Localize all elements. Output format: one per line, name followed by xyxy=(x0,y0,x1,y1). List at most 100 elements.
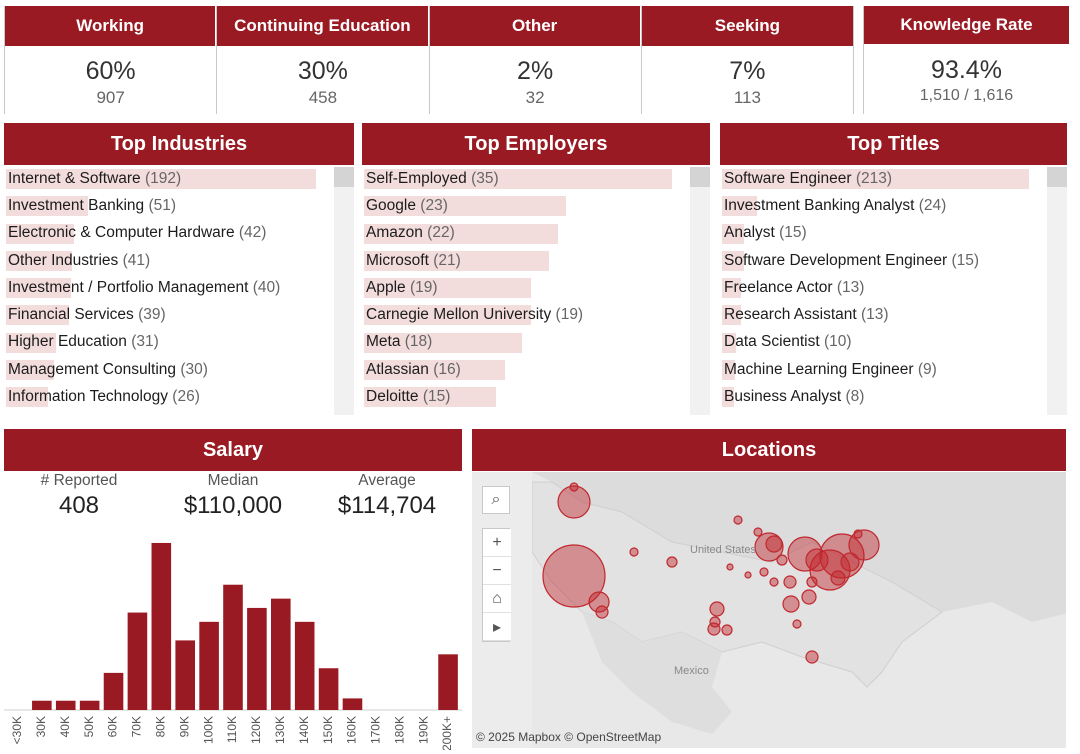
histogram-bar[interactable] xyxy=(79,700,100,710)
list-item[interactable]: Meta (18) xyxy=(362,329,710,356)
location-bubble[interactable] xyxy=(805,650,819,664)
list-item[interactable]: Software Engineer (213) xyxy=(720,165,1067,192)
list-item[interactable]: Atlassian (16) xyxy=(362,356,710,383)
map-bubbles xyxy=(542,482,880,664)
list-item[interactable]: Business Analyst (8) xyxy=(720,383,1067,410)
list-item[interactable]: Google (23) xyxy=(362,192,710,219)
list-item[interactable]: Investment / Portfolio Management (40) xyxy=(4,274,354,301)
list-item[interactable]: Apple (19) xyxy=(362,274,710,301)
histogram-bar[interactable] xyxy=(247,607,267,710)
location-bubble[interactable] xyxy=(709,601,725,617)
histogram-bar[interactable] xyxy=(103,672,124,710)
list-item[interactable]: Financial Services (39) xyxy=(4,301,354,328)
map-base xyxy=(472,472,1066,748)
locations-map[interactable]: United States Mexico ⌕ + − ⌂ ▸ © 2025 Ma… xyxy=(472,472,1066,748)
location-bubble[interactable] xyxy=(557,485,591,519)
scroll-thumb[interactable] xyxy=(1047,167,1067,187)
location-bubble[interactable] xyxy=(569,482,579,492)
list-item-name: Amazon xyxy=(366,224,428,242)
histogram-bar[interactable] xyxy=(151,542,172,710)
location-bubble[interactable] xyxy=(753,527,763,537)
location-bubble[interactable] xyxy=(806,576,818,588)
list-item[interactable]: Management Consulting (30) xyxy=(4,356,354,383)
list-item[interactable]: Amazon (22) xyxy=(362,220,710,247)
list-item-text: Microsoft (21) xyxy=(362,252,461,270)
location-bubble[interactable] xyxy=(588,591,610,613)
location-bubble[interactable] xyxy=(721,624,733,636)
list-item[interactable]: Carnegie Mellon University (19) xyxy=(362,301,710,328)
histogram-bar[interactable] xyxy=(438,654,458,710)
location-bubble[interactable] xyxy=(744,571,752,579)
scroll-thumb[interactable] xyxy=(334,167,354,187)
histogram-bar[interactable] xyxy=(318,668,339,710)
list-item-name: Higher Education xyxy=(8,333,132,351)
list-item[interactable]: Software Development Engineer (15) xyxy=(720,247,1067,274)
histogram-bar[interactable] xyxy=(342,698,363,710)
kpi-working[interactable]: Working 60% 907 xyxy=(4,6,218,114)
histogram-bar[interactable] xyxy=(199,621,219,710)
list-item[interactable]: Information Technology (26) xyxy=(4,383,354,410)
location-bubble[interactable] xyxy=(819,533,865,579)
list-item-bar xyxy=(6,360,55,381)
list-item-name: Google xyxy=(366,196,421,214)
histogram-bar[interactable] xyxy=(270,598,291,710)
kpi-seeking[interactable]: Seeking 7% 113 xyxy=(641,6,854,114)
location-bubble[interactable] xyxy=(801,589,817,605)
map-search-icon[interactable]: ⌕ xyxy=(482,486,510,514)
kpi-other[interactable]: Other 2% 32 xyxy=(429,6,642,114)
list-item[interactable]: Higher Education (31) xyxy=(4,329,354,356)
location-bubble[interactable] xyxy=(830,570,846,586)
location-bubble[interactable] xyxy=(733,515,743,525)
location-bubble[interactable] xyxy=(783,575,797,589)
histogram-bar[interactable] xyxy=(175,640,196,710)
location-bubble[interactable] xyxy=(840,552,860,572)
location-bubble[interactable] xyxy=(765,535,783,553)
histogram-bar[interactable] xyxy=(32,700,52,710)
kpi-knowledge-rate[interactable]: Knowledge Rate 93.4% 1,510 / 1,616 xyxy=(863,6,1069,114)
histogram-bar[interactable] xyxy=(55,700,76,710)
location-bubble[interactable] xyxy=(759,567,769,577)
list-item[interactable]: Microsoft (21) xyxy=(362,247,710,274)
location-bubble[interactable] xyxy=(787,536,823,572)
scroll-thumb[interactable] xyxy=(690,167,710,187)
location-bubble[interactable] xyxy=(853,529,863,539)
zoom-in-icon[interactable]: + xyxy=(483,529,511,557)
location-bubble[interactable] xyxy=(595,605,609,619)
histogram-bar[interactable] xyxy=(294,621,315,710)
zoom-out-icon[interactable]: − xyxy=(483,557,511,585)
location-bubble[interactable] xyxy=(754,532,784,562)
list-item[interactable]: Research Assistant (13) xyxy=(720,301,1067,328)
scrollbar[interactable] xyxy=(690,167,710,415)
kpi-label: Continuing Education xyxy=(217,6,429,46)
list-item[interactable]: Electronic & Computer Hardware (42) xyxy=(4,220,354,247)
list-item-count: (192) xyxy=(145,169,182,187)
scrollbar[interactable] xyxy=(334,167,354,415)
list-item-text: Carnegie Mellon University (19) xyxy=(362,306,583,324)
location-bubble[interactable] xyxy=(776,554,788,566)
home-icon[interactable]: ⌂ xyxy=(483,585,511,613)
list-item[interactable]: Self-Employed (35) xyxy=(362,165,710,192)
histogram-bar[interactable] xyxy=(223,584,243,710)
location-bubble[interactable] xyxy=(707,622,721,636)
list-item[interactable]: Investment Banking (51) xyxy=(4,192,354,219)
location-bubble[interactable] xyxy=(782,595,800,613)
play-icon[interactable]: ▸ xyxy=(483,613,511,641)
location-bubble[interactable] xyxy=(629,547,639,557)
location-bubble[interactable] xyxy=(666,556,678,568)
list-item[interactable]: Data Scientist (10) xyxy=(720,329,1067,356)
list-item[interactable]: Machine Learning Engineer (9) xyxy=(720,356,1067,383)
list-item[interactable]: Other Industries (41) xyxy=(4,247,354,274)
list-item[interactable]: Internet & Software (192) xyxy=(4,165,354,192)
list-item[interactable]: Analyst (15) xyxy=(720,220,1067,247)
list-item-bar xyxy=(364,196,567,217)
list-item[interactable]: Freelance Actor (13) xyxy=(720,274,1067,301)
location-bubble[interactable] xyxy=(769,577,779,587)
histogram-bar[interactable] xyxy=(127,612,148,710)
list-item[interactable]: Deloitte (15) xyxy=(362,383,710,410)
kpi-continuing-education[interactable]: Continuing Education 30% 458 xyxy=(217,6,430,114)
location-bubble[interactable] xyxy=(726,563,734,571)
location-bubble[interactable] xyxy=(792,619,802,629)
scrollbar[interactable] xyxy=(1047,167,1067,415)
location-bubble[interactable] xyxy=(542,544,606,608)
list-item[interactable]: Investment Banking Analyst (24) xyxy=(720,192,1067,219)
